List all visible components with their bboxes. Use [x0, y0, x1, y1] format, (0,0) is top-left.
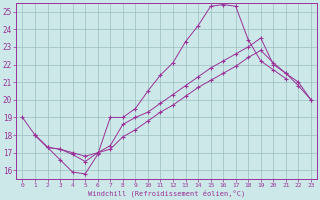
X-axis label: Windchill (Refroidissement éolien,°C): Windchill (Refroidissement éolien,°C) — [88, 190, 245, 197]
